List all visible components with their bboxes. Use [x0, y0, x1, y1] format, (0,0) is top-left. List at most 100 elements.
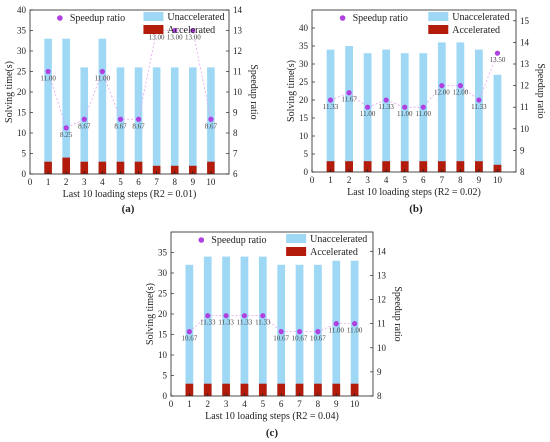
unaccelerated-bar	[326, 49, 335, 172]
x-axis-label: Last 10 loading steps (R2 = 0.02)	[347, 187, 481, 198]
panel-caption: (c)	[266, 427, 279, 439]
speedup-point	[186, 329, 192, 335]
speedup-point	[117, 116, 124, 122]
y2-tick-label: 10	[377, 343, 387, 353]
unaccelerated-bar	[189, 67, 197, 174]
speedup-point	[346, 90, 352, 96]
accelerated-bar	[363, 161, 372, 172]
y-tick-label: 15	[299, 113, 309, 123]
speedup-point	[383, 97, 389, 103]
x-tick-label: 9	[191, 177, 196, 187]
speedup-data-label: 8.67	[205, 122, 218, 130]
speedup-data-label: 11.00	[40, 75, 56, 83]
unaccelerated-bar	[382, 49, 391, 172]
unaccelerated-bar	[98, 38, 107, 175]
accelerated-bar	[44, 161, 52, 174]
y2-tick-label: 14	[233, 5, 243, 15]
y-tick-label: 20	[299, 95, 309, 105]
y2-tick-label: 10	[233, 87, 243, 97]
y-tick-label: 30	[299, 59, 309, 69]
accelerated-bar	[314, 383, 322, 396]
accelerated-bar	[295, 383, 304, 396]
y-tick-label: 10	[158, 350, 168, 360]
speedup-data-label: 11.00	[95, 75, 111, 83]
accelerated-bar	[400, 161, 409, 172]
speedup-point	[208, 116, 214, 122]
speedup-data-label: 8.67	[132, 122, 145, 130]
legend-speedup-marker	[198, 237, 205, 243]
accelerated-bar	[98, 161, 107, 174]
speedup-line	[47, 30, 212, 129]
y2-tick-label: 13	[377, 270, 387, 280]
speedup-data-label: 13.50	[490, 56, 506, 64]
y2-tick-label: 14	[520, 37, 530, 47]
speedup-data-label: 13.00	[149, 34, 165, 42]
y-axis-label: Solving time(s)	[4, 61, 15, 123]
x-tick-label: 9	[334, 399, 339, 409]
y-axis-label: Solving time(s)	[145, 283, 156, 345]
accelerated-bar	[345, 161, 353, 172]
speedup-point	[327, 97, 334, 103]
accelerated-bar	[189, 165, 197, 174]
speedup-point	[494, 50, 501, 56]
speedup-data-label: 11.67	[341, 96, 357, 104]
x-tick-label: 10	[206, 177, 216, 187]
y2-tick-label: 15	[520, 16, 530, 26]
x-tick-label: 3	[82, 177, 87, 187]
y-tick-label: 15	[17, 108, 27, 118]
unaccelerated-bar	[437, 42, 446, 173]
accelerated-bar	[419, 161, 428, 172]
accelerated-bar	[203, 383, 212, 396]
speedup-data-label: 12.00	[452, 89, 468, 97]
legend-accelerated-swatch	[143, 25, 164, 34]
y2-tick-label: 12	[377, 295, 386, 305]
speedup-point	[45, 68, 51, 75]
speedup-point	[352, 321, 358, 327]
panel-caption: (b)	[409, 203, 423, 215]
speedup-point	[205, 313, 211, 319]
x-tick-label: 0	[169, 399, 174, 409]
accelerated-bar	[62, 157, 70, 174]
y-tick-label: 35	[17, 26, 27, 36]
speedup-data-label: 11.33	[200, 319, 216, 327]
unaccelerated-bar	[345, 46, 353, 172]
speedup-line	[189, 315, 355, 333]
speedup-data-label: 12.00	[434, 89, 450, 97]
x-tick-label: 5	[261, 399, 266, 409]
y2-tick-label: 13	[233, 26, 243, 36]
accelerated-bar	[152, 165, 161, 174]
speedup-point	[241, 313, 248, 319]
y2-tick-label: 8	[520, 167, 525, 177]
unaccelerated-bar	[400, 53, 409, 173]
speedup-point	[315, 329, 321, 335]
x-tick-label: 1	[328, 175, 333, 185]
unaccelerated-bar	[222, 256, 230, 396]
y-tick-label: 35	[158, 248, 168, 258]
y2-tick-label: 14	[377, 246, 387, 256]
speedup-point	[63, 125, 69, 131]
x-tick-label: 6	[421, 175, 426, 185]
y2-tick-label: 12	[233, 46, 242, 56]
y2-axis-label: Speedup ratio	[392, 286, 403, 341]
speedup-data-label: 10.67	[273, 335, 289, 343]
legend-unaccelerated-label: Unaccelerated	[310, 234, 367, 245]
x-tick-label: 9	[477, 175, 482, 185]
legend: Speedup ratio Unaccelerated Accelerated	[57, 12, 225, 36]
speedup-data-label: 10.67	[292, 335, 308, 343]
unaccelerated-bar	[258, 256, 267, 396]
y-tick-label: 0	[304, 167, 309, 177]
unaccelerated-bar	[363, 53, 372, 173]
speedup-data-label: 11.33	[255, 319, 271, 327]
panel-caption: (a)	[122, 203, 135, 215]
y-axis-label: Solving time(s)	[286, 60, 297, 122]
y-tick-label: 30	[158, 268, 168, 278]
speedup-data-label: 11.33	[471, 103, 487, 111]
y2-axis-label: Speedup ratio	[248, 64, 259, 119]
speedup-point	[223, 313, 229, 319]
legend-speedup-label: Speedup ratio	[353, 13, 408, 24]
y-tick-label: 5	[163, 371, 168, 381]
x-tick-label: 1	[46, 177, 51, 187]
